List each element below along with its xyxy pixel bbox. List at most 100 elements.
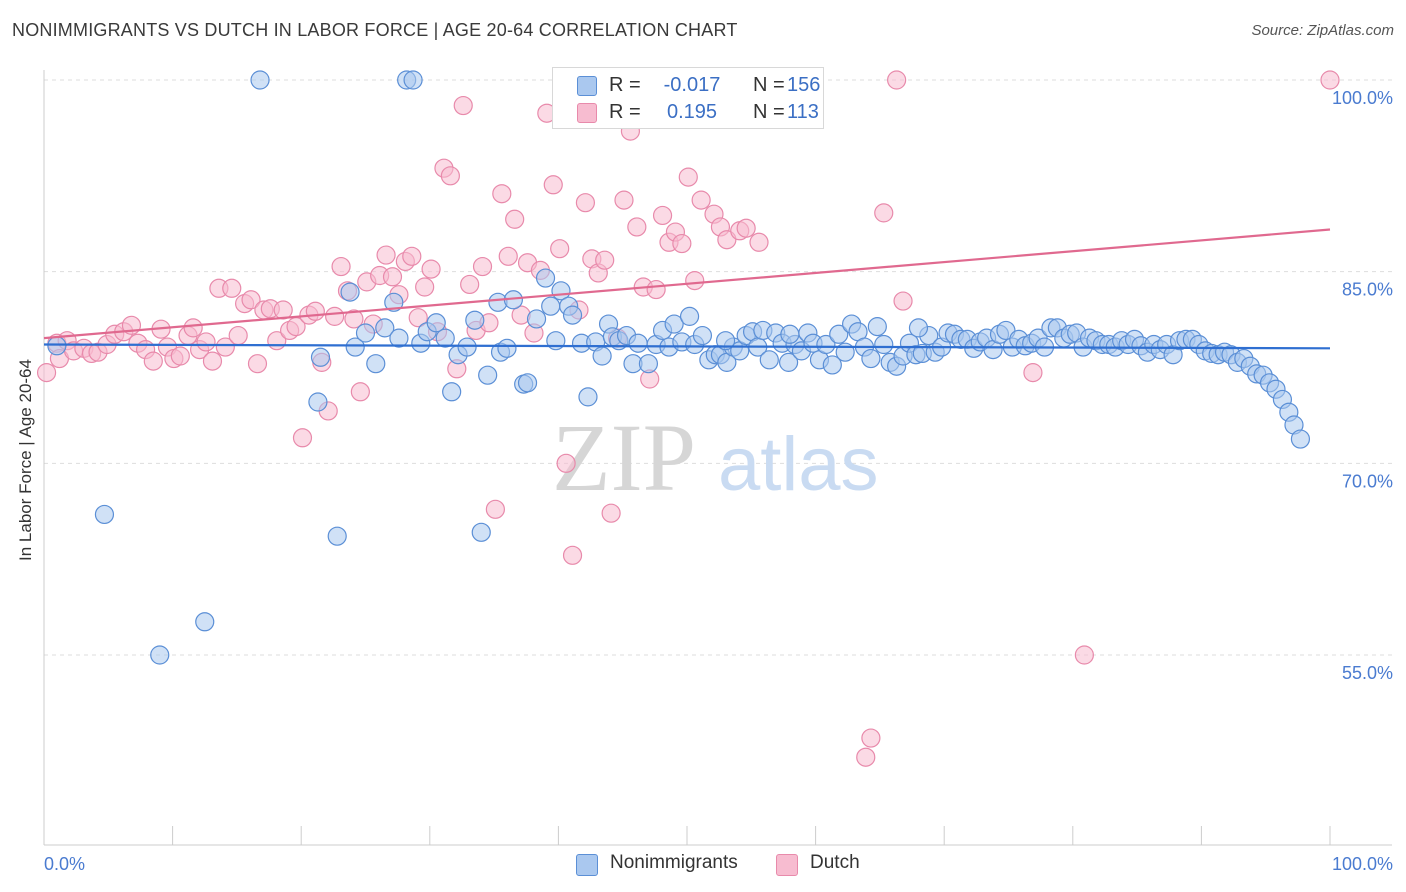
dutch-point	[143, 351, 163, 371]
dutch-point	[575, 193, 596, 213]
x-tick-label: 100.0%	[1332, 854, 1393, 874]
nonimmigrants-point	[426, 313, 446, 333]
dutch-point	[36, 363, 57, 383]
dutch-point	[556, 453, 576, 473]
dutch-point	[749, 232, 769, 252]
dutch-point	[344, 309, 364, 329]
nonimmigrants-point	[874, 334, 894, 355]
nonimmigrants-point	[375, 318, 395, 338]
nonimmigrants-point	[250, 70, 270, 90]
nonimmigrants-point	[679, 306, 700, 326]
legend-label: Dutch	[810, 852, 860, 873]
dutch-point	[196, 332, 216, 352]
dutch-legend-swatch	[776, 854, 798, 876]
y-tick-label: 100.0%	[1332, 88, 1393, 108]
dutch-point	[691, 190, 711, 210]
y-tick-label: 55.0%	[1342, 663, 1393, 683]
dutch-point	[485, 499, 505, 519]
dutch-point	[595, 250, 615, 270]
nonimmigrants-point	[384, 292, 404, 312]
dutch-point	[601, 503, 621, 523]
dutch-point	[672, 233, 692, 254]
dutch-point	[376, 245, 396, 265]
dutch-point	[562, 545, 583, 565]
dutch-point	[1023, 363, 1043, 383]
dutch-trend-line	[43, 228, 1331, 340]
dutch-point	[350, 382, 370, 402]
nonimmigrants-point	[759, 350, 779, 370]
dutch-point	[627, 217, 647, 237]
n-label: N =	[753, 74, 785, 96]
nonimmigrants-point	[592, 346, 612, 366]
watermark: ZIP atlas	[552, 404, 879, 511]
dutch-point	[856, 747, 876, 767]
dutch-point	[492, 184, 512, 204]
nonimmigrants-point	[465, 310, 485, 330]
dutch-point	[440, 166, 460, 186]
dutch-point	[453, 95, 473, 116]
nonimmigrants-point	[389, 328, 409, 348]
dutch-point	[614, 190, 634, 210]
dutch-point	[325, 306, 345, 326]
r-label: R =	[609, 74, 641, 96]
dutch-point	[183, 318, 203, 338]
dutch-point	[241, 290, 261, 310]
nonimmigrants-point	[195, 612, 215, 632]
dutch-point	[1074, 645, 1094, 665]
nonimmigrants-point	[526, 309, 547, 329]
correlation-legend: R = -0.017 N = 156 R = 0.195 N = 113	[552, 67, 824, 129]
dutch-point	[472, 256, 493, 277]
n-value: 113	[787, 101, 819, 123]
nonimmigrants-point	[47, 336, 67, 356]
dutch-point	[646, 279, 666, 300]
dutch-point	[247, 354, 268, 374]
dutch-swatch	[577, 103, 597, 123]
nonimmigrants-point	[715, 331, 736, 351]
dutch-point	[685, 271, 705, 291]
nonimmigrants-swatch	[577, 76, 597, 96]
nonimmigrants-trend-line	[43, 343, 1331, 350]
nonimmigrants-point	[664, 314, 684, 334]
dutch-point	[202, 351, 223, 371]
nonimmigrants-point	[692, 325, 713, 346]
nonimmigrants-point	[340, 282, 360, 302]
nonimmigrants-point	[150, 645, 170, 665]
axes	[43, 70, 1392, 846]
nonimmigrants-point	[861, 348, 881, 369]
r-value: -0.017	[663, 74, 721, 96]
dutch-point	[887, 70, 907, 90]
nonimmigrants-legend-swatch	[576, 854, 598, 876]
dutch-point	[402, 246, 422, 266]
dutch-point	[222, 278, 242, 298]
grid-lines	[44, 79, 1392, 656]
nonimmigrants-point	[497, 338, 517, 358]
nonimmigrants-point	[355, 323, 376, 343]
dutch-point	[543, 175, 563, 195]
nonimmigrants-point	[310, 347, 331, 367]
nonimmigrants-point	[541, 296, 561, 316]
nonimmigrants-point	[94, 504, 115, 525]
nonimmigrants-point	[867, 317, 887, 337]
n-label: N =	[753, 101, 785, 123]
nonimmigrants-points	[47, 70, 1311, 665]
nonimmigrants-point	[535, 268, 556, 288]
dutch-point	[292, 428, 313, 448]
x-tick-label: 0.0%	[44, 854, 85, 874]
dutch-point	[550, 239, 570, 259]
dutch-point	[228, 325, 248, 346]
nonimmigrants-point	[366, 354, 386, 374]
y-axis-label: In Labor Force | Age 20-64	[16, 359, 35, 561]
y-tick-label: 85.0%	[1342, 280, 1393, 300]
nonimmigrants-point	[442, 382, 462, 402]
y-tick-label: 70.0%	[1342, 471, 1393, 491]
dutch-point	[170, 346, 190, 366]
nonimmigrants-point	[628, 333, 648, 353]
dutch-point	[736, 218, 756, 238]
dutch-point	[505, 209, 525, 229]
nonimmigrants-point	[478, 365, 498, 385]
nonimmigrants-point	[435, 328, 455, 348]
dutch-point	[460, 274, 480, 295]
dutch-point	[215, 337, 235, 357]
dutch-point	[421, 259, 441, 279]
